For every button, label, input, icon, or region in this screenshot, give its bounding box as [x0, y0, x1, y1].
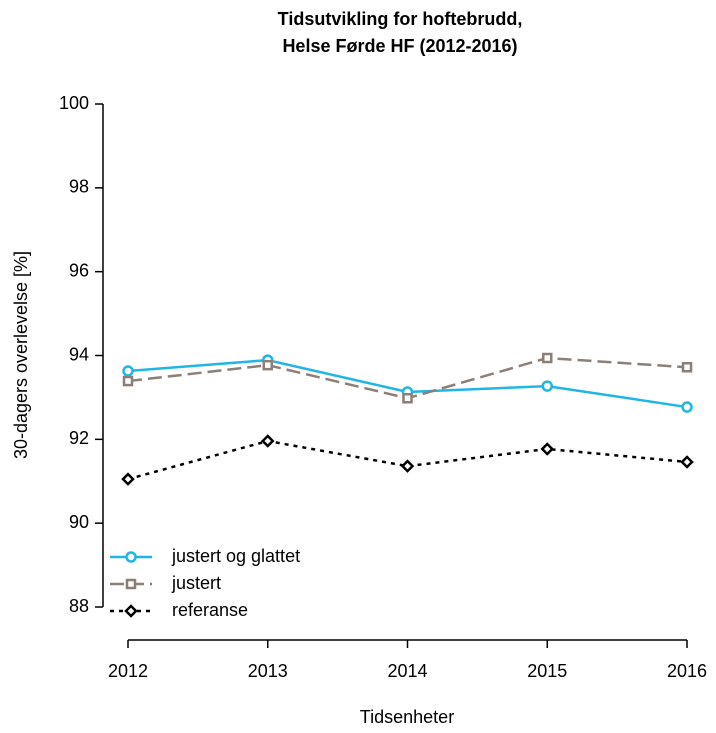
marker: [262, 359, 273, 371]
legend-label: justert og glattet: [171, 546, 300, 566]
legend-label: referanse: [172, 600, 248, 620]
x-tick-label: 2012: [108, 661, 148, 681]
y-axis-label: 30-dagers overlevelse [%]: [11, 251, 31, 459]
legend-marker: [125, 578, 137, 590]
x-tick-label: 2013: [248, 661, 288, 681]
marker: [681, 401, 693, 413]
marker: [681, 361, 693, 373]
y-tick-label: 90: [69, 512, 89, 532]
legend-marker: [125, 551, 137, 563]
x-tick-label: 2016: [667, 661, 707, 681]
marker: [122, 365, 134, 377]
x-tick-label: 2015: [527, 661, 567, 681]
y-tick-label: 100: [59, 93, 89, 113]
y-tick-label: 98: [69, 177, 89, 197]
marker: [680, 455, 694, 469]
marker: [122, 375, 134, 387]
y-tick-label: 92: [69, 428, 89, 448]
marker: [541, 380, 553, 392]
x-axis-label: Tidsenheter: [360, 707, 454, 727]
marker: [121, 472, 135, 486]
legend-label: justert: [171, 573, 221, 593]
marker: [400, 459, 415, 473]
x-tick-label: 2014: [387, 661, 427, 681]
marker: [542, 352, 553, 364]
chart-title: Helse Førde HF (2012-2016): [282, 36, 517, 56]
marker: [402, 393, 413, 404]
y-tick-label: 96: [69, 260, 89, 280]
y-tick-label: 88: [69, 596, 89, 616]
y-tick-label: 94: [69, 344, 89, 364]
chart-title: Tidsutvikling for hoftebrudd,: [278, 9, 523, 29]
marker: [540, 442, 555, 456]
marker: [260, 434, 275, 448]
legend-marker: [124, 604, 138, 618]
